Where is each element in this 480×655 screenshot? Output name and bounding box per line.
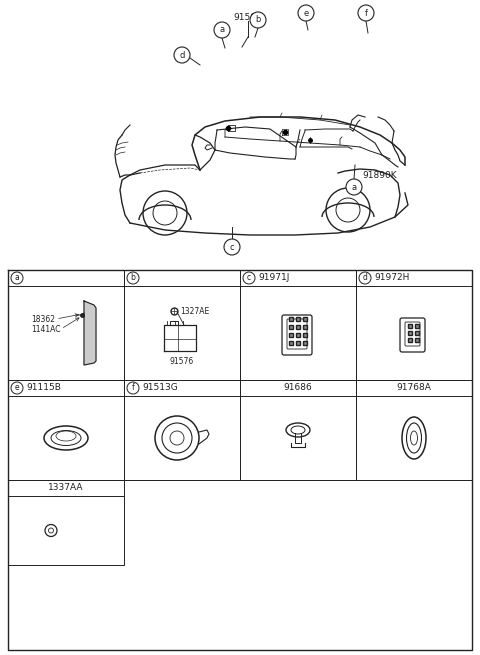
Text: 1327AE: 1327AE bbox=[180, 307, 209, 316]
Text: 18362: 18362 bbox=[31, 314, 55, 324]
Text: 91500: 91500 bbox=[234, 12, 263, 22]
Text: 91576: 91576 bbox=[170, 356, 194, 365]
Text: 91768A: 91768A bbox=[396, 383, 432, 392]
Text: 91686: 91686 bbox=[284, 383, 312, 392]
Text: e: e bbox=[15, 383, 19, 392]
Polygon shape bbox=[84, 301, 96, 365]
Text: d: d bbox=[362, 274, 367, 282]
Text: e: e bbox=[303, 9, 309, 18]
Text: 1141AC: 1141AC bbox=[31, 324, 60, 333]
Circle shape bbox=[358, 5, 374, 21]
Circle shape bbox=[298, 5, 314, 21]
Circle shape bbox=[214, 22, 230, 38]
Text: b: b bbox=[131, 274, 135, 282]
Circle shape bbox=[224, 239, 240, 255]
Circle shape bbox=[174, 47, 190, 63]
Text: a: a bbox=[351, 183, 357, 191]
Text: 91115B: 91115B bbox=[26, 383, 61, 392]
Text: c: c bbox=[230, 242, 234, 252]
Text: a: a bbox=[219, 26, 225, 35]
Text: d: d bbox=[180, 50, 185, 60]
Text: 91890K: 91890K bbox=[362, 170, 396, 179]
Text: c: c bbox=[247, 274, 251, 282]
Text: a: a bbox=[14, 274, 19, 282]
Text: 91971J: 91971J bbox=[258, 274, 289, 282]
Text: 1337AA: 1337AA bbox=[48, 483, 84, 493]
Text: 91972H: 91972H bbox=[374, 274, 409, 282]
Text: 91513G: 91513G bbox=[142, 383, 178, 392]
Circle shape bbox=[250, 12, 266, 28]
Text: f: f bbox=[364, 9, 368, 18]
Circle shape bbox=[346, 179, 362, 195]
Text: f: f bbox=[132, 383, 134, 392]
Text: b: b bbox=[255, 16, 261, 24]
